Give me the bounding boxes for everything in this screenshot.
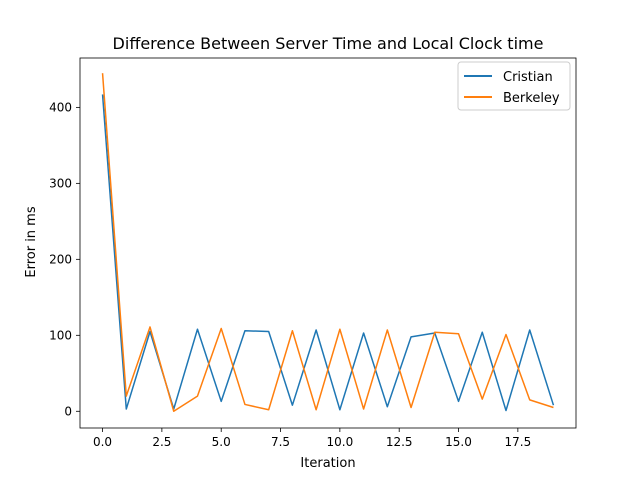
plot-frame: [79, 57, 577, 429]
y-axis-label: Error in ms: [24, 206, 39, 277]
x-tick-label: 0.0: [93, 435, 112, 449]
series-line-berkeley: [101, 73, 554, 413]
y-tick-label: 400: [49, 100, 72, 114]
series-layer: [101, 73, 555, 413]
x-tick-label: 7.5: [271, 435, 290, 449]
axes-layer: 0.0 2.5 5.0 7.5 10.0 12.5 15.0 17.5 0 100 200 300 40…: [49, 57, 577, 449]
chart-title: Difference Between Server Time and Local…: [113, 34, 544, 53]
x-tick-label: 5.0: [212, 435, 231, 449]
y-tick-label: 300: [49, 176, 72, 190]
y-tick-label: 200: [49, 252, 72, 266]
legend: Cristian Berkeley: [457, 61, 571, 111]
x-tick-label: 10.0: [327, 435, 354, 449]
y-tick-label: 100: [49, 328, 72, 342]
x-tick-label: 2.5: [152, 435, 171, 449]
x-axis-label: Iteration: [300, 456, 355, 471]
x-tick-label: 12.5: [386, 435, 413, 449]
x-tick-label: 17.5: [504, 435, 531, 449]
x-tick-label: 15.0: [445, 435, 472, 449]
legend-label-berkeley: Berkeley: [503, 91, 560, 106]
y-tick-label: 0: [64, 404, 72, 418]
legend-label-cristian: Cristian: [503, 70, 553, 85]
